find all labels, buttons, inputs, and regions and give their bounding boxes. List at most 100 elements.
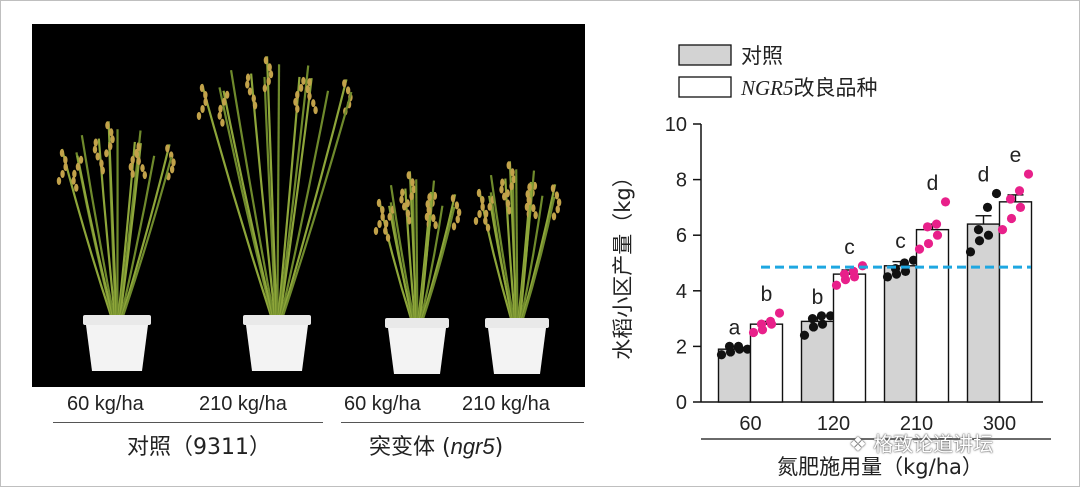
rice-grain — [485, 223, 491, 232]
x-tick-label: 60 — [739, 413, 761, 435]
rice-grain — [550, 184, 556, 193]
rice-grain — [405, 209, 411, 218]
data-point — [848, 266, 859, 276]
rice-grain — [95, 152, 100, 161]
rice-grain — [400, 188, 405, 197]
plant-leaf — [418, 193, 433, 323]
rice-grain — [477, 210, 482, 218]
significance-letter: d — [927, 172, 939, 195]
rice-grain — [480, 196, 485, 204]
data-point — [825, 311, 836, 321]
plant-leaf — [80, 134, 116, 320]
pot-label-4: 210 kg/ha — [462, 393, 550, 415]
data-point — [931, 219, 942, 229]
rice-grain — [373, 227, 379, 235]
plant-leaf — [520, 196, 556, 323]
rice-grain — [196, 112, 202, 120]
x-tick-label: 210 — [900, 413, 933, 435]
plant-leaf — [280, 91, 353, 320]
rice-grain — [56, 177, 62, 185]
rice-grain — [108, 128, 114, 137]
rice-grain — [99, 159, 104, 168]
data-point — [922, 222, 933, 232]
plant-leaf — [120, 156, 173, 320]
data-point — [965, 247, 976, 257]
plant-leaf — [76, 155, 115, 320]
data-point — [914, 244, 925, 254]
rice-grain — [483, 209, 489, 218]
rice-grain — [506, 161, 511, 170]
y-tick-label: 4 — [676, 281, 687, 303]
rice-grain — [345, 86, 351, 95]
data-point — [1005, 194, 1016, 204]
plant-leaf — [279, 90, 330, 320]
rice-grain — [105, 121, 110, 130]
rice-grain — [505, 199, 511, 208]
rice-grain — [399, 195, 404, 204]
group-label-control: 对照（9311） — [127, 435, 271, 460]
plant-leaf — [218, 87, 274, 320]
rice-grain — [456, 208, 462, 217]
significance-letter: c — [895, 230, 906, 253]
rice-grain — [507, 206, 512, 215]
rice-grain — [402, 202, 407, 211]
data-point — [756, 319, 767, 329]
rice-grain — [298, 83, 304, 92]
pot-label-1: 60 kg/ha — [67, 393, 144, 415]
group-label-mutant: 突变体 (ngr5) — [369, 434, 504, 460]
rice-grain — [525, 190, 530, 199]
plant-leaf — [222, 90, 275, 320]
legend-swatch-1 — [678, 44, 732, 66]
rice-grain — [218, 104, 223, 113]
rice-grain — [431, 214, 436, 223]
rice-grain — [72, 169, 77, 178]
rice-grain — [406, 171, 411, 180]
data-point — [817, 319, 828, 329]
rice-grain — [305, 85, 310, 94]
rice-grain — [267, 63, 272, 72]
rice-grain — [405, 199, 410, 208]
data-point — [940, 197, 951, 207]
plant-leaf — [515, 169, 519, 323]
rice-grain — [245, 73, 251, 82]
data-point — [997, 225, 1008, 235]
rice-grain — [60, 170, 65, 178]
rice-grain — [92, 145, 98, 154]
data-point — [742, 344, 753, 354]
pot-rim — [485, 318, 549, 328]
rice-grain — [555, 205, 560, 214]
bar — [915, 228, 950, 403]
rice-grain — [169, 165, 175, 174]
rice-grain — [252, 101, 258, 110]
rice-grain — [203, 98, 208, 106]
data-point — [908, 255, 919, 265]
bar — [883, 265, 918, 403]
pot-label-3: 60 kg/ha — [344, 393, 421, 415]
x-axis-title: 氮肥施用量（kg/ha） — [777, 455, 983, 479]
data-point — [808, 322, 819, 332]
plant-2 — [196, 56, 353, 371]
legend-label-italic: NGR5 — [740, 76, 794, 100]
data-point — [991, 188, 1002, 199]
y-tick-label: 2 — [676, 336, 687, 358]
rice-grain — [533, 211, 538, 220]
rice-grain — [505, 189, 510, 198]
y-tick-label: 0 — [676, 392, 687, 414]
pot-rim — [83, 315, 151, 325]
rice-grain — [427, 207, 432, 216]
data-point — [973, 225, 984, 235]
rice-grain — [424, 212, 430, 221]
data-point — [807, 314, 818, 324]
rice-grain — [128, 162, 134, 171]
pot-body — [86, 325, 148, 371]
rice-grain — [199, 84, 205, 92]
rice-grain — [427, 193, 432, 202]
plant-leaf — [408, 171, 418, 323]
yield-bar-chart: 对照 NGR5改良品种 0 2 4 6 8 10 水稻小区产量（kg） 氮肥施用量（kg/ha） 6… — [611, 44, 1051, 479]
data-point — [882, 272, 893, 282]
rice-grain — [480, 203, 485, 211]
data-point — [716, 350, 727, 360]
rice-grain — [383, 226, 388, 235]
rice-grain — [295, 104, 300, 113]
